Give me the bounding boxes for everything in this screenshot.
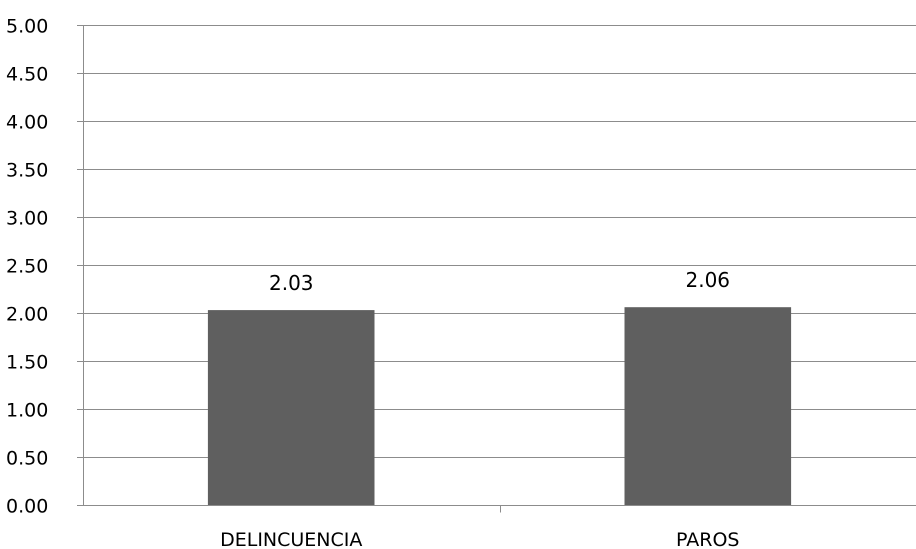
bar-delincuencia — [207, 310, 375, 505]
data-label: 2.06 — [685, 268, 730, 292]
y-tick-label: 0.00 — [6, 496, 48, 518]
y-tick-label: 3.00 — [6, 208, 48, 230]
y-tick-label: 5.00 — [6, 16, 48, 38]
y-tick-label: 0.50 — [6, 448, 48, 470]
y-tick-label: 2.50 — [6, 256, 48, 278]
y-tick-label: 1.00 — [6, 400, 48, 422]
bar-paros — [624, 307, 792, 505]
x-category-label: PAROS — [676, 529, 739, 549]
y-tick-label: 1.50 — [6, 352, 48, 374]
y-tick-label: 2.00 — [6, 304, 48, 326]
y-tick-label: 3.50 — [6, 160, 48, 182]
y-tick-label: 4.00 — [6, 112, 48, 134]
x-category-label: DELINCUENCIA — [220, 529, 362, 549]
data-label: 2.03 — [269, 271, 314, 295]
y-tick-label: 4.50 — [6, 64, 48, 86]
